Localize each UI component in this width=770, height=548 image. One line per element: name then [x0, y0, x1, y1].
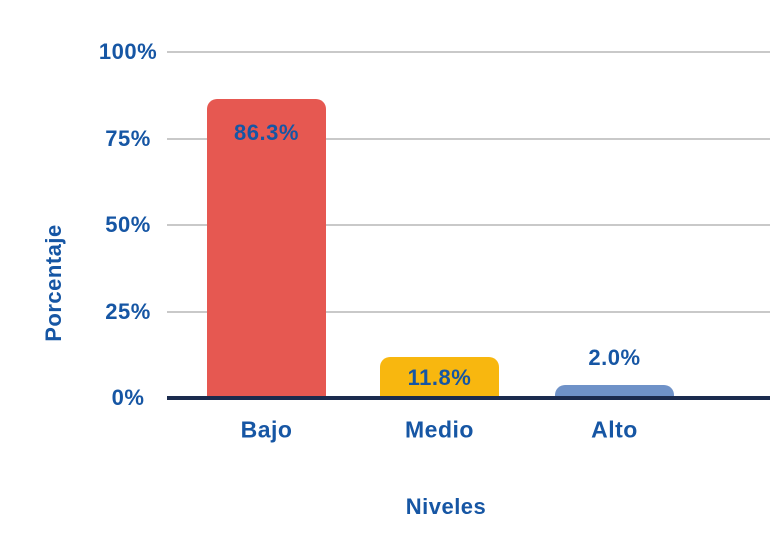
x-axis-title: Niveles [405, 494, 487, 519]
bar-value-label-alto: 2.0% [588, 345, 641, 370]
gridline-75% [167, 137, 770, 140]
gridline-25% [167, 310, 770, 313]
y-tick-label-0%: 0% [111, 385, 145, 410]
gridline-50% [167, 224, 770, 226]
gridline-100% [167, 51, 770, 53]
bar-value-label-bajo: 86.3% [234, 120, 299, 146]
bar-alto [555, 385, 674, 398]
y-axis-title: Porcentaje [41, 224, 66, 342]
x-tick-label-alto: Alto [591, 416, 638, 443]
bar-medio [380, 357, 499, 398]
x-tick-label-bajo: Bajo [240, 416, 293, 443]
y-tick-label-50%: 50% [105, 212, 151, 237]
x-axis-baseline [167, 396, 770, 400]
bar-bajo [207, 99, 326, 398]
y-tick-label-25%: 25% [105, 298, 151, 324]
y-tick-label-100%: 100% [98, 39, 158, 64]
y-tick-label-75%: 75% [105, 125, 151, 151]
x-tick-label-medio: Medio [405, 416, 474, 443]
bar-value-label-medio: 11.8% [407, 365, 472, 391]
